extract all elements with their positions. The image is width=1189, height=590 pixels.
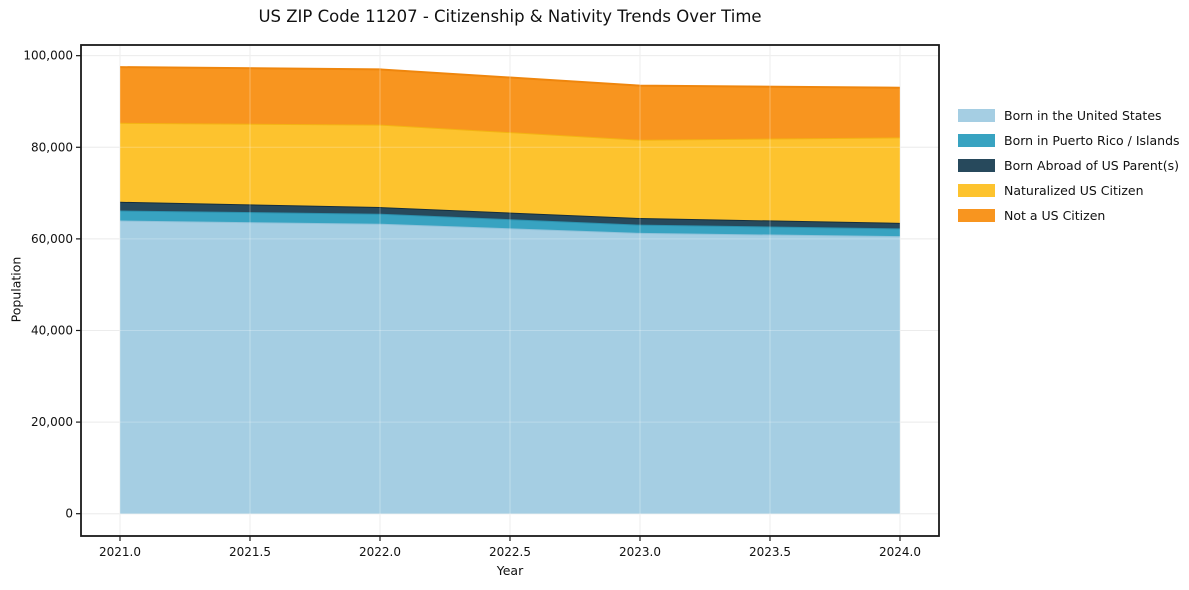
legend-label: Born in Puerto Rico / Islands xyxy=(1004,133,1180,148)
area-not-citizen xyxy=(120,67,900,140)
y-tick-label: 40,000 xyxy=(31,323,73,337)
y-axis-label: Population xyxy=(8,256,24,323)
area-born-us xyxy=(120,220,900,514)
legend-item: Not a US Citizen xyxy=(958,203,1180,228)
legend-item: Born Abroad of US Parent(s) xyxy=(958,153,1180,178)
y-tick-label: 80,000 xyxy=(31,140,73,154)
x-tick-label: 2023.0 xyxy=(619,545,661,559)
x-tick-label: 2022.5 xyxy=(489,545,531,559)
legend-swatch xyxy=(958,109,995,122)
x-axis-label: Year xyxy=(496,563,524,578)
legend-item: Born in the United States xyxy=(958,103,1180,128)
x-tick-label: 2022.0 xyxy=(359,545,401,559)
legend-label: Born Abroad of US Parent(s) xyxy=(1004,158,1179,173)
y-tick-label: 20,000 xyxy=(31,415,73,429)
area-edge-not-citizen xyxy=(119,66,901,89)
area-born-pr-islands xyxy=(120,210,900,237)
legend: Born in the United States Born in Puerto … xyxy=(958,103,1180,228)
x-tick-label: 2024.0 xyxy=(879,545,921,559)
legend-item: Naturalized US Citizen xyxy=(958,178,1180,203)
legend-swatch xyxy=(958,134,995,147)
legend-swatch xyxy=(958,159,995,172)
legend-label: Not a US Citizen xyxy=(1004,208,1106,223)
x-tick-label: 2021.5 xyxy=(229,545,271,559)
y-tick-label: 100,000 xyxy=(23,49,73,63)
area-born-abroad xyxy=(120,201,900,229)
legend-swatch xyxy=(958,184,995,197)
x-tick-label: 2021.0 xyxy=(99,545,141,559)
area-naturalized xyxy=(120,122,900,223)
legend-label: Naturalized US Citizen xyxy=(1004,183,1144,198)
y-tick-label: 60,000 xyxy=(31,232,73,246)
y-tick-label: 0 xyxy=(65,507,73,521)
legend-item: Born in Puerto Rico / Islands xyxy=(958,128,1180,153)
chart-title: US ZIP Code 11207 - Citizenship & Nativi… xyxy=(258,7,762,26)
x-tick-label: 2023.5 xyxy=(749,545,791,559)
legend-swatch xyxy=(958,209,995,222)
legend-label: Born in the United States xyxy=(1004,108,1162,123)
